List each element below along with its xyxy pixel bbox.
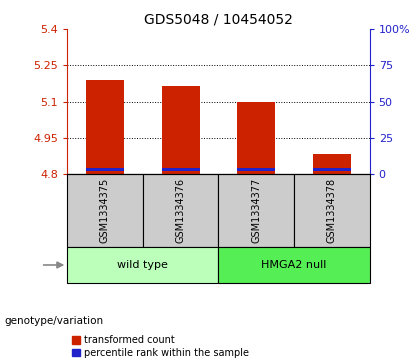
Text: GSM1334375: GSM1334375: [100, 178, 110, 243]
Bar: [313, 168, 351, 171]
Bar: [67, 174, 143, 247]
Text: GSM1334377: GSM1334377: [251, 178, 261, 243]
Bar: [86, 80, 124, 174]
Text: GSM1334376: GSM1334376: [176, 178, 186, 243]
Bar: [86, 168, 124, 171]
Bar: [237, 168, 275, 171]
Bar: [218, 247, 370, 283]
Legend: transformed count, percentile rank within the sample: transformed count, percentile rank withi…: [72, 335, 249, 358]
Bar: [218, 174, 294, 247]
Bar: [67, 247, 218, 283]
Bar: [237, 102, 275, 174]
Text: HMGA2 null: HMGA2 null: [261, 260, 327, 270]
Bar: [294, 174, 370, 247]
Text: GSM1334378: GSM1334378: [327, 178, 337, 243]
Bar: [162, 168, 200, 171]
Bar: [313, 154, 351, 174]
Text: wild type: wild type: [117, 260, 168, 270]
Text: genotype/variation: genotype/variation: [4, 316, 103, 326]
Title: GDS5048 / 10454052: GDS5048 / 10454052: [144, 12, 293, 26]
Bar: [143, 174, 218, 247]
Bar: [162, 86, 200, 174]
